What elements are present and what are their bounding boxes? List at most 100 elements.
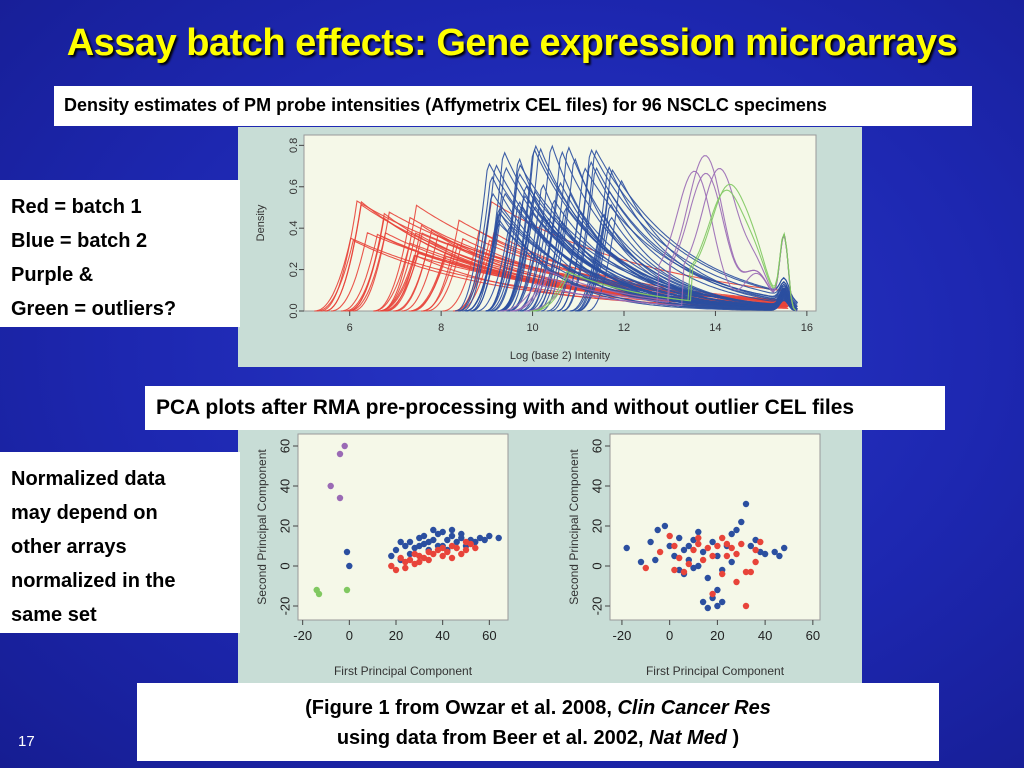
y-axis-label: Density bbox=[255, 204, 267, 241]
x-tick-label: 12 bbox=[618, 322, 630, 334]
x-tick-label: 0 bbox=[346, 628, 353, 643]
pca-point-batch2 bbox=[704, 604, 711, 612]
pca-point-batch1 bbox=[685, 560, 692, 568]
pca-point-batch2 bbox=[676, 566, 683, 574]
pca-point-outlier_purple bbox=[327, 482, 334, 490]
pca-point-batch1 bbox=[747, 568, 754, 576]
pca-point-batch1 bbox=[406, 556, 414, 564]
x-tick-label: 40 bbox=[435, 628, 449, 643]
pca-plots: -20 0 20 40 60 -20 0 20 40 60 First Principal Comp… bbox=[238, 430, 862, 683]
pca-point-outlier_green bbox=[315, 590, 323, 598]
pca-point-batch1 bbox=[472, 544, 479, 552]
pca-point-batch1 bbox=[699, 556, 707, 564]
x-tick-label: 16 bbox=[801, 322, 813, 334]
figure-citation: (Figure 1 from Owzar et al. 2008, Clin C… bbox=[137, 683, 939, 761]
density-curve-outlier_green bbox=[530, 189, 796, 312]
pca-point-batch1 bbox=[690, 546, 697, 554]
density-caption: Density estimates of PM probe intensitie… bbox=[54, 86, 972, 126]
density-curve-outlier_purple bbox=[509, 155, 797, 312]
pca-point-batch2 bbox=[448, 532, 456, 540]
citation-line-1: (Figure 1 from Owzar et al. 2008, Clin C… bbox=[305, 697, 771, 719]
x-tick-label: 60 bbox=[482, 628, 496, 643]
pca-point-batch1 bbox=[676, 554, 683, 562]
pca-point-batch2 bbox=[495, 534, 502, 542]
pca-point-batch2 bbox=[654, 526, 661, 534]
citation-line-2: using data from Beer et al. 2002, Nat Me… bbox=[336, 727, 740, 749]
pca-point-batch2 bbox=[699, 598, 707, 606]
pca-point-batch1 bbox=[704, 544, 711, 552]
pca-point-outlier_purple bbox=[336, 450, 344, 458]
pca-point-batch1 bbox=[714, 542, 721, 550]
pca-point-batch2 bbox=[652, 556, 659, 564]
pca-point-batch2 bbox=[690, 536, 697, 544]
pca-point-batch1 bbox=[411, 550, 418, 558]
note-line: may depend on bbox=[11, 502, 158, 524]
pca-point-batch2 bbox=[781, 544, 788, 552]
pca-point-batch2 bbox=[761, 550, 769, 558]
pca-point-batch2 bbox=[661, 522, 669, 530]
x-tick-label: -20 bbox=[613, 628, 632, 643]
pca-point-batch2 bbox=[458, 530, 465, 538]
x-tick-label: 14 bbox=[709, 322, 721, 334]
pca-point-batch2 bbox=[486, 532, 493, 540]
pca-point-batch1 bbox=[448, 554, 456, 562]
y-axis-label: Second Principal Component bbox=[255, 449, 269, 605]
pca-point-batch1 bbox=[728, 544, 735, 552]
density-curve-batch2 bbox=[556, 160, 798, 312]
slide-title: Assay batch effects: Gene expression mic… bbox=[66, 22, 958, 64]
pca-point-batch2 bbox=[699, 548, 707, 556]
pca-point-batch1 bbox=[458, 550, 465, 558]
y-tick-label: 60 bbox=[277, 439, 292, 453]
x-axis-label: First Principal Component bbox=[334, 664, 473, 678]
note-line: same set bbox=[11, 604, 97, 626]
x-tick-label: 10 bbox=[526, 322, 538, 334]
pca-point-batch1 bbox=[416, 558, 423, 566]
y-tick-label: -20 bbox=[589, 597, 604, 616]
pca-point-batch1 bbox=[738, 540, 745, 548]
density-curve-batch2 bbox=[527, 220, 796, 312]
pca-point-batch2 bbox=[666, 542, 673, 550]
y-tick-label: 40 bbox=[277, 479, 292, 493]
legend-line: Red = batch 1 bbox=[11, 196, 142, 218]
pca-point-batch2 bbox=[406, 538, 414, 546]
pca-point-batch2 bbox=[671, 552, 678, 560]
pca-point-batch2 bbox=[714, 602, 721, 610]
pca-point-batch2 bbox=[704, 574, 711, 582]
pca-point-batch1 bbox=[425, 556, 432, 564]
pca-point-batch2 bbox=[690, 564, 697, 572]
density-curve-batch2 bbox=[490, 195, 798, 312]
pca-point-batch2 bbox=[728, 530, 735, 538]
pca-point-batch1 bbox=[671, 566, 678, 574]
y-tick-label: 0.2 bbox=[288, 262, 300, 277]
pca-point-batch2 bbox=[481, 536, 488, 544]
pca-point-batch2 bbox=[420, 540, 428, 548]
pca-point-batch1 bbox=[719, 570, 726, 578]
pca-point-batch2 bbox=[742, 500, 750, 508]
pca-point-batch2 bbox=[397, 538, 404, 546]
pca-point-batch1 bbox=[695, 534, 702, 542]
pca-point-batch2 bbox=[430, 526, 437, 534]
pca-point-batch2 bbox=[448, 526, 456, 534]
pca-point-batch2 bbox=[680, 546, 688, 554]
density-curve-batch2 bbox=[562, 166, 796, 312]
pca-point-batch1 bbox=[402, 564, 409, 572]
pca-point-batch2 bbox=[346, 562, 353, 570]
x-axis-label: Log (base 2) Intenity bbox=[510, 350, 611, 362]
pca-point-batch1 bbox=[723, 552, 731, 560]
pca-point-batch1 bbox=[666, 532, 673, 540]
x-tick-label: 20 bbox=[389, 628, 403, 643]
pca-point-batch2 bbox=[453, 538, 460, 546]
x-tick-label: -20 bbox=[293, 628, 312, 643]
legend-line: Green = outliers? bbox=[11, 298, 177, 320]
note-line: normalized in the bbox=[11, 570, 176, 592]
pca-point-batch1 bbox=[719, 534, 726, 542]
pca-point-batch2 bbox=[388, 552, 395, 560]
pca-point-batch1 bbox=[742, 568, 750, 576]
color-legend: Red = batch 1 Blue = batch 2 Purple & Gr… bbox=[0, 180, 240, 327]
pca-point-batch2 bbox=[728, 558, 735, 566]
pca-point-batch2 bbox=[392, 546, 400, 554]
y-tick-label: 0.6 bbox=[288, 179, 300, 194]
density-curve-batch2 bbox=[561, 149, 798, 312]
y-tick-label: 0.8 bbox=[288, 138, 300, 153]
y-tick-label: 20 bbox=[277, 519, 292, 533]
